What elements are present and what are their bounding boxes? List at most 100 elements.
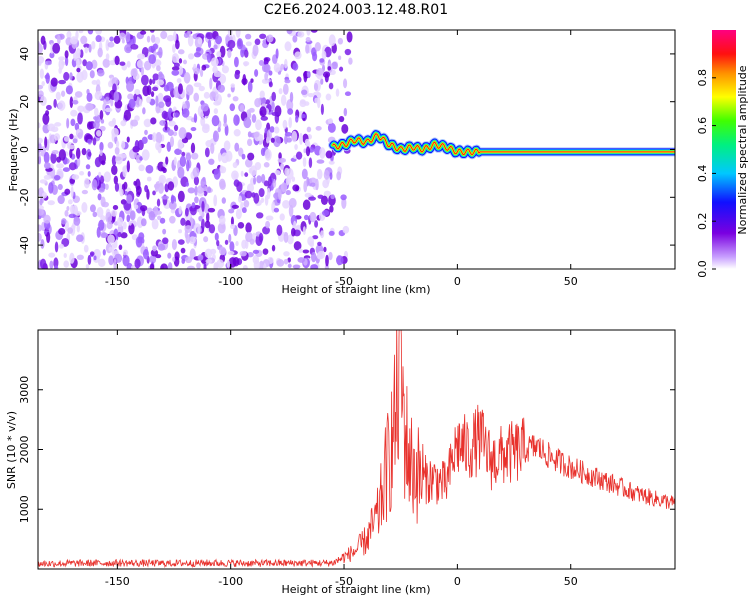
snr-x-tick-label: -100	[218, 575, 243, 588]
noise-speck	[166, 141, 172, 152]
noise-speck	[163, 84, 170, 92]
noise-speck	[304, 138, 310, 146]
noise-speck	[38, 90, 44, 98]
noise-speck	[126, 81, 135, 92]
noise-speck	[194, 196, 199, 204]
noise-speck	[227, 49, 232, 59]
noise-speck	[310, 182, 316, 187]
noise-speck	[61, 237, 70, 247]
noise-speck	[85, 102, 93, 111]
noise-speck	[63, 260, 70, 268]
noise-speck	[247, 152, 255, 161]
noise-speck	[67, 227, 74, 234]
noise-speck	[68, 162, 77, 171]
noise-speck	[38, 84, 44, 90]
noise-speck	[280, 163, 285, 170]
noise-speck	[53, 133, 61, 141]
noise-speck	[70, 204, 74, 214]
noise-speck	[202, 123, 210, 130]
noise-speck	[67, 144, 76, 150]
noise-speck	[81, 147, 87, 156]
noise-speck	[298, 132, 303, 145]
noise-speck	[64, 188, 71, 195]
snr-x-tick-label: -50	[335, 575, 353, 588]
noise-speck	[203, 263, 207, 269]
noise-speck	[121, 38, 125, 44]
noise-speck	[244, 172, 249, 177]
noise-speck	[96, 207, 104, 218]
noise-speck	[144, 184, 149, 193]
noise-speck	[316, 168, 323, 180]
noise-speck	[57, 100, 66, 111]
noise-speck	[264, 127, 268, 134]
noise-speck	[98, 258, 106, 267]
noise-speck	[92, 137, 97, 146]
noise-speck	[310, 264, 319, 269]
noise-speck	[125, 31, 131, 43]
noise-speck	[310, 30, 318, 33]
noise-speck	[344, 48, 352, 56]
noise-speck	[227, 93, 231, 98]
noise-speck	[72, 138, 78, 144]
noise-speck	[299, 100, 307, 108]
noise-speck	[95, 79, 101, 87]
noise-speck	[303, 180, 308, 193]
noise-speck	[187, 35, 194, 47]
noise-speck	[61, 218, 67, 225]
noise-speck	[303, 101, 310, 106]
noise-speck	[115, 140, 120, 148]
noise-speck	[104, 183, 109, 190]
noise-speck	[235, 208, 242, 220]
noise-speck	[171, 53, 179, 63]
noise-speck	[154, 210, 162, 215]
noise-speck	[283, 231, 289, 243]
noise-speck	[316, 252, 323, 260]
noise-speck	[271, 244, 276, 252]
noise-speck	[309, 177, 317, 185]
noise-speck	[49, 52, 55, 59]
noise-speck	[208, 158, 215, 165]
noise-speck	[327, 66, 332, 71]
noise-speck	[133, 204, 139, 210]
noise-speck	[122, 249, 129, 256]
noise-speck	[285, 190, 291, 196]
noise-speck	[97, 47, 103, 58]
noise-speck	[274, 170, 281, 176]
noise-speck	[146, 85, 152, 96]
noise-speck	[140, 30, 147, 35]
noise-speck	[204, 248, 213, 259]
noise-speck	[219, 165, 224, 174]
noise-speck	[122, 166, 127, 178]
noise-speck	[152, 86, 159, 92]
noise-speck	[343, 78, 348, 89]
noise-speck	[272, 178, 277, 188]
noise-speck	[140, 218, 147, 227]
noise-speck	[38, 137, 43, 144]
noise-speck	[105, 53, 110, 60]
noise-speck	[233, 56, 239, 68]
noise-speck	[185, 152, 192, 162]
noise-speck	[57, 194, 65, 205]
noise-speck	[241, 207, 247, 214]
noise-speck	[264, 194, 269, 206]
noise-speck	[161, 195, 169, 200]
spectrogram-y-tick-label: 20	[18, 95, 31, 109]
noise-speck	[113, 35, 121, 44]
noise-speck	[311, 47, 317, 57]
colorbar-label: Normalized spectral amplitude	[736, 65, 749, 234]
noise-speck	[165, 156, 169, 165]
noise-speck	[315, 178, 319, 191]
noise-speck	[178, 127, 187, 140]
noise-speck	[278, 88, 283, 95]
noise-speck	[42, 113, 50, 125]
noise-speck	[185, 84, 194, 96]
noise-speck	[295, 115, 299, 123]
noise-speck	[309, 211, 317, 223]
noise-speck	[193, 82, 202, 88]
noise-speck	[58, 67, 62, 74]
noise-speck	[233, 128, 241, 137]
noise-speck	[236, 38, 244, 50]
noise-speck	[297, 257, 306, 263]
noise-speck	[91, 79, 98, 85]
